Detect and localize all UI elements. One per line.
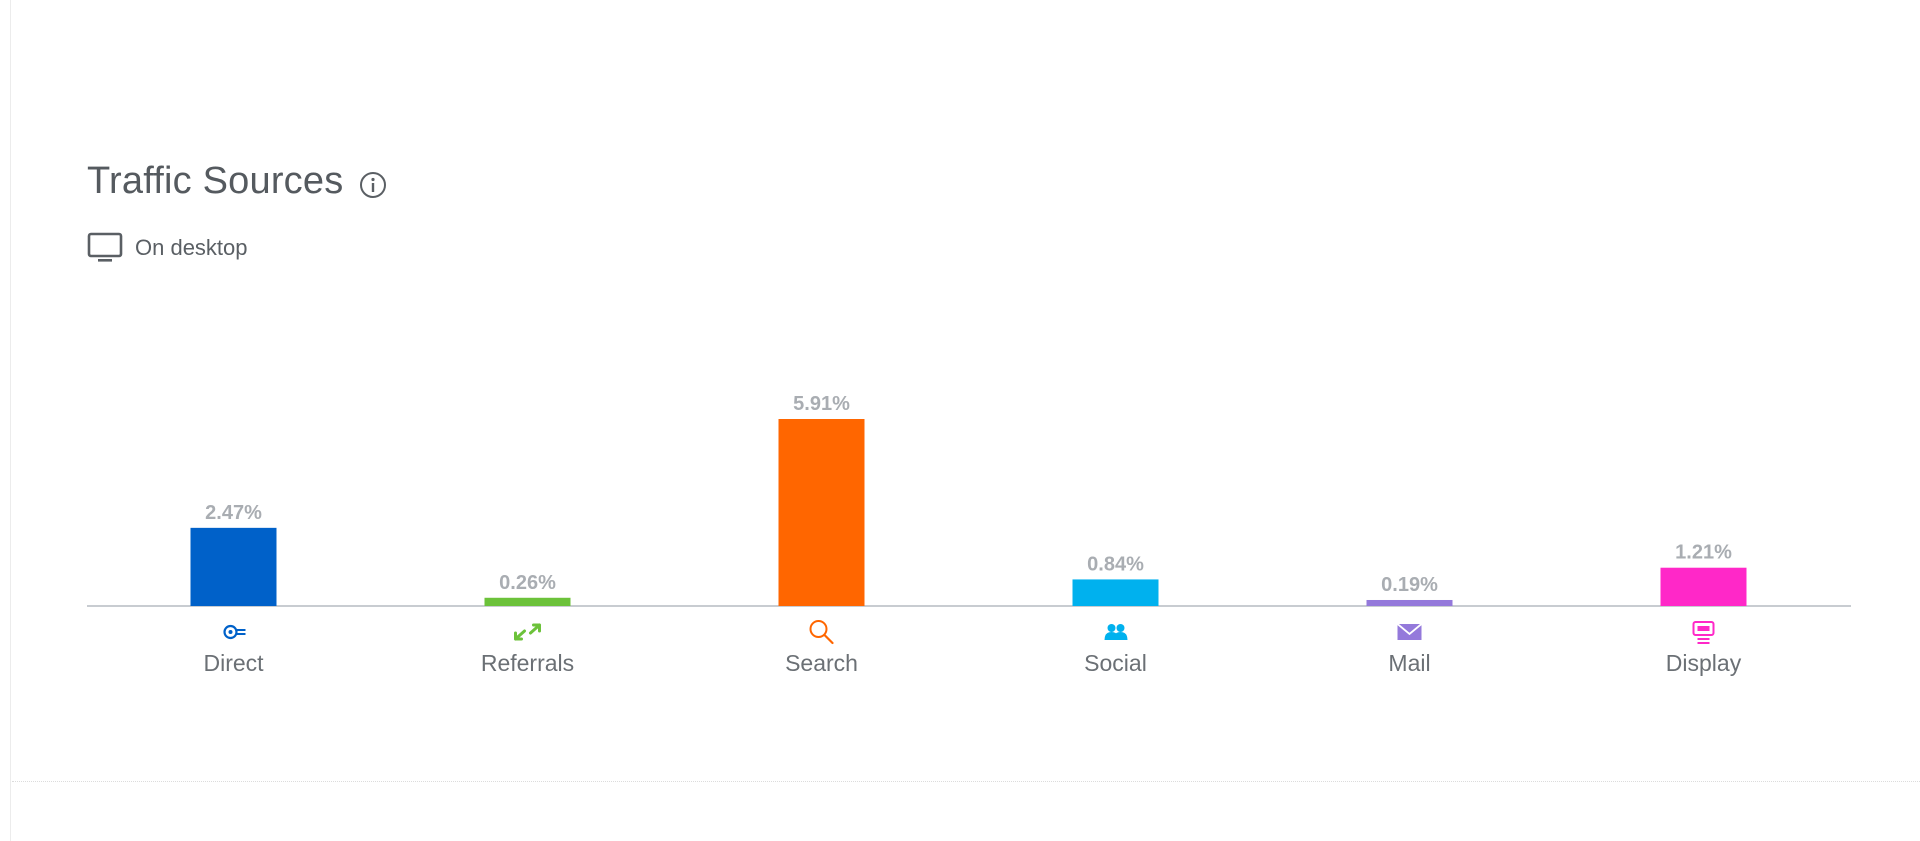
section-divider <box>12 781 1920 782</box>
mail-icon <box>1396 623 1423 640</box>
data-label: 2.47% <box>205 502 262 524</box>
bar-mail <box>1366 599 1453 606</box>
x-tick-label: Search <box>785 650 858 676</box>
left-border <box>10 0 11 841</box>
section-title: Traffic Sources <box>87 160 344 202</box>
direct-icon <box>223 624 246 640</box>
data-label: 0.26% <box>499 572 556 594</box>
device-label: On desktop <box>135 235 248 260</box>
data-label: 0.19% <box>1381 574 1438 596</box>
display-icon <box>1692 621 1715 644</box>
bar-referrals <box>484 597 571 606</box>
desktop-icon <box>87 232 123 262</box>
bar-social <box>1072 579 1159 606</box>
bar-search <box>778 419 865 606</box>
section-header: Traffic Sources <box>87 160 387 203</box>
referrals-icon <box>514 623 541 641</box>
x-tick-label: Mail <box>1388 650 1430 676</box>
data-label: 5.91% <box>793 393 850 415</box>
x-tick-label: Referrals <box>481 650 574 676</box>
social-icon <box>1104 624 1128 640</box>
data-label: 1.21% <box>1675 542 1732 564</box>
search-icon <box>809 620 834 645</box>
info-icon[interactable] <box>359 171 387 199</box>
device-filter: On desktop <box>87 232 248 264</box>
x-tick-label: Display <box>1666 650 1742 676</box>
bar-display <box>1660 567 1747 606</box>
bar-direct <box>190 527 277 606</box>
x-tick-label: Direct <box>203 650 264 676</box>
x-tick-label: Social <box>1084 650 1147 676</box>
data-label: 0.84% <box>1087 553 1144 575</box>
